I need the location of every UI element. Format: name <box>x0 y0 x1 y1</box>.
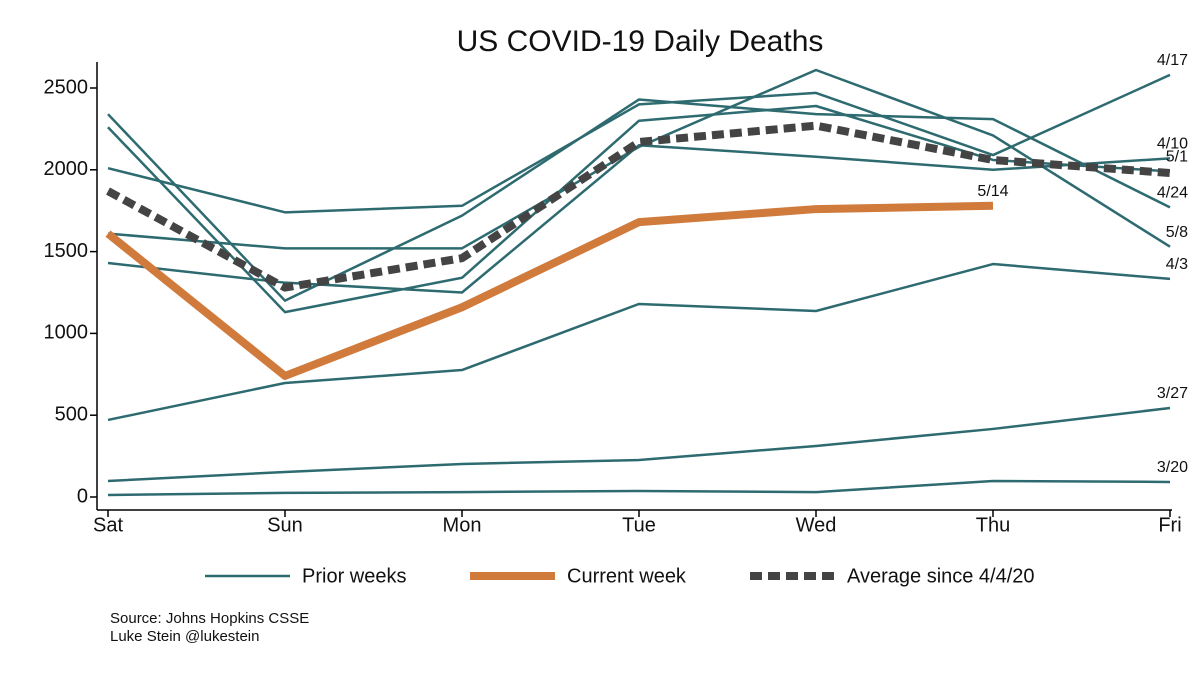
end-label: 4/3 <box>1166 256 1188 273</box>
series-line <box>106 121 1171 292</box>
legend-label: Prior weeks <box>302 565 406 587</box>
end-label: 5/1 <box>1166 149 1188 166</box>
y-tick-label: 2500 <box>44 76 89 98</box>
end-label: 3/20 <box>1157 459 1188 476</box>
y-tick-label: 0 <box>77 485 88 507</box>
x-tick-label: Mon <box>443 514 482 536</box>
series-line <box>107 406 1171 483</box>
series-line <box>105 201 994 380</box>
x-tick-label: Fri <box>1158 514 1181 536</box>
x-tick-label: Wed <box>796 514 837 536</box>
end-label: 3/27 <box>1157 385 1188 402</box>
series-line <box>107 479 1171 497</box>
author-note: Luke Stein @lukestein <box>110 628 259 645</box>
x-tick-label: Thu <box>976 514 1010 536</box>
y-tick-label: 1000 <box>44 322 89 344</box>
series-line <box>107 73 1171 214</box>
y-tick-label: 1500 <box>44 240 89 262</box>
series-line <box>107 98 1171 302</box>
legend-label: Average since 4/4/20 <box>847 565 1035 587</box>
y-tick-label: 2000 <box>44 158 89 180</box>
series-line <box>107 262 1171 422</box>
end-label: 4/10 <box>1157 136 1188 153</box>
end-label: 5/14 <box>977 183 1008 200</box>
series-line <box>107 104 1171 314</box>
series-line <box>107 68 1171 250</box>
x-tick-label: Sat <box>93 514 123 536</box>
end-label: 5/8 <box>1166 224 1188 241</box>
y-tick-label: 500 <box>55 403 88 425</box>
x-tick-label: Tue <box>622 514 656 536</box>
end-label: 4/17 <box>1157 52 1188 69</box>
chart-title: US COVID-19 Daily Deaths <box>457 25 824 58</box>
end-label: 4/24 <box>1157 185 1188 202</box>
source-note: Source: Johns Hopkins CSSE <box>110 610 309 627</box>
x-tick-label: Sun <box>267 514 303 536</box>
legend-label: Current week <box>567 565 687 587</box>
series-line <box>107 144 1171 294</box>
